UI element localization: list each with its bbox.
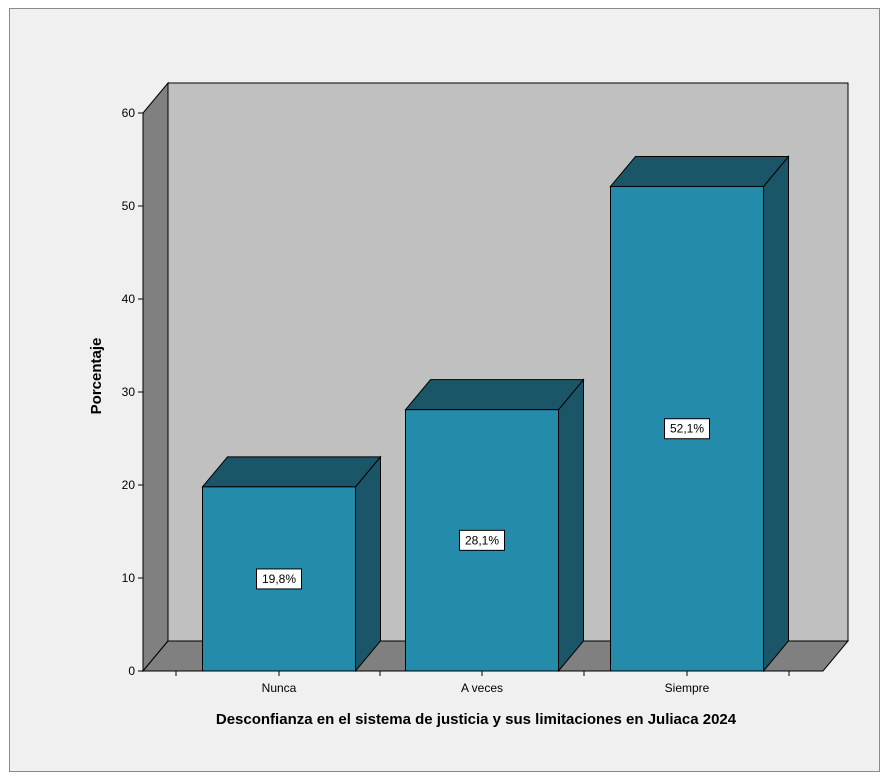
data-label-box xyxy=(664,418,710,440)
bar-top xyxy=(201,456,382,488)
x-axis-title: Desconfianza en el sistema de justicia y… xyxy=(216,711,737,728)
bar-top xyxy=(404,379,585,411)
data-label-box xyxy=(459,529,505,551)
y-tick-label: 10 xyxy=(122,571,136,585)
y-tick-label: 50 xyxy=(122,199,136,213)
data-label-box xyxy=(256,568,302,590)
bar-top xyxy=(609,155,790,187)
bars: 19,8% 28,1% 52,1% xyxy=(201,155,790,673)
x-axis: Nunca A veces Siempre xyxy=(143,670,823,695)
side-wall xyxy=(142,81,169,673)
y-tick-label: 20 xyxy=(122,478,136,492)
bar-group: 52,1% xyxy=(609,155,790,673)
bar-group: 28,1% xyxy=(404,378,585,673)
y-axis: 0 10 20 30 40 50 60 xyxy=(122,106,144,678)
bar-side xyxy=(355,455,381,673)
data-label: 52,1% xyxy=(670,422,704,436)
y-tick-label: 0 xyxy=(128,664,135,678)
bar-group: 19,8% xyxy=(201,455,382,673)
bar-side xyxy=(763,155,789,673)
y-tick-label: 40 xyxy=(122,292,136,306)
data-label: 19,8% xyxy=(262,572,296,586)
x-tick-label: Siempre xyxy=(665,681,710,695)
bar-side xyxy=(558,378,584,673)
x-tick-label: A veces xyxy=(461,681,503,695)
y-axis-title: Porcentaje xyxy=(88,338,105,415)
x-tick-label: Nunca xyxy=(262,681,297,695)
y-tick-label: 30 xyxy=(122,385,136,399)
y-tick-label: 60 xyxy=(122,106,136,120)
data-label: 28,1% xyxy=(465,533,499,547)
